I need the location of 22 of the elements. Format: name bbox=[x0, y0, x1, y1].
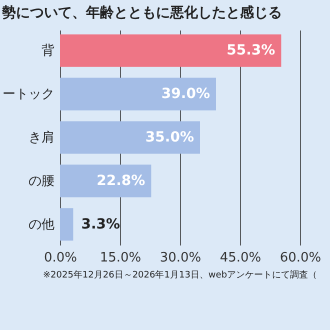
data-label: 3.3% bbox=[81, 216, 120, 232]
chart-title: 勢について、年齢とともに悪化したと感じる bbox=[1, 5, 282, 21]
bar bbox=[60, 78, 216, 110]
bar bbox=[60, 34, 282, 67]
bar bbox=[60, 164, 152, 198]
data-label: 39.0% bbox=[161, 86, 210, 102]
x-tick-label: 15.0% bbox=[100, 250, 142, 266]
bar bbox=[60, 121, 200, 154]
x-tick-label: 30.0% bbox=[160, 250, 202, 266]
y-tick-label: 背 bbox=[42, 44, 54, 59]
x-tick-label: 60.0% bbox=[280, 250, 322, 266]
y-tick-label: の他 bbox=[28, 217, 54, 232]
y-tick-label: き肩 bbox=[28, 130, 54, 146]
y-tick-label: の腰 bbox=[28, 174, 54, 189]
bar bbox=[60, 208, 74, 241]
data-label: 55.3% bbox=[226, 42, 276, 59]
text: ※2025年12月26日～2026年1月13日、webアンケートにて調査（ bbox=[42, 270, 318, 280]
x-tick-label: 0.0% bbox=[44, 250, 78, 266]
data-label: 22.8% bbox=[96, 172, 146, 189]
y-tick-label: ートック bbox=[2, 87, 54, 102]
data-label: 35.0% bbox=[145, 130, 194, 146]
x-tick-label: 45.0% bbox=[220, 250, 262, 266]
